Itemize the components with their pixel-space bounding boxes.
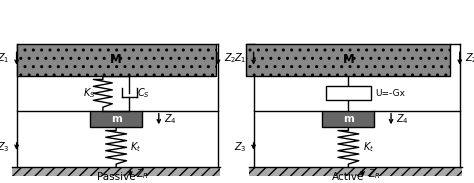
Text: $Z_2$: $Z_2$ bbox=[224, 52, 236, 66]
Text: $C_S$: $C_S$ bbox=[137, 86, 149, 100]
Bar bbox=[326, 87, 371, 100]
Text: $Z_4$: $Z_4$ bbox=[164, 112, 176, 126]
Text: M: M bbox=[110, 53, 122, 66]
Bar bbox=[249, 167, 462, 176]
Text: $Z_1$: $Z_1$ bbox=[234, 52, 246, 66]
Text: $Z_2$: $Z_2$ bbox=[465, 52, 474, 66]
Bar bbox=[17, 44, 216, 76]
Text: $Z_4$: $Z_4$ bbox=[396, 112, 409, 126]
Text: Passive: Passive bbox=[97, 172, 136, 182]
Text: $K_S$: $K_S$ bbox=[83, 86, 96, 100]
Text: $Z_R$: $Z_R$ bbox=[136, 167, 149, 181]
Text: m: m bbox=[111, 114, 121, 124]
Text: U=-Gx: U=-Gx bbox=[375, 89, 406, 98]
Bar bbox=[90, 111, 142, 127]
Bar bbox=[322, 111, 374, 127]
Bar bbox=[246, 44, 450, 76]
Bar bbox=[12, 167, 220, 176]
Text: $K_t$: $K_t$ bbox=[130, 140, 142, 154]
Text: $Z_3$: $Z_3$ bbox=[0, 140, 9, 154]
Text: $Z_1$: $Z_1$ bbox=[0, 52, 9, 66]
Text: $Z_3$: $Z_3$ bbox=[234, 140, 246, 154]
Text: $Z_R$: $Z_R$ bbox=[368, 167, 381, 181]
Text: m: m bbox=[343, 114, 354, 124]
Text: Active: Active bbox=[332, 172, 365, 182]
Text: M: M bbox=[343, 53, 354, 66]
Text: $K_t$: $K_t$ bbox=[363, 140, 374, 154]
